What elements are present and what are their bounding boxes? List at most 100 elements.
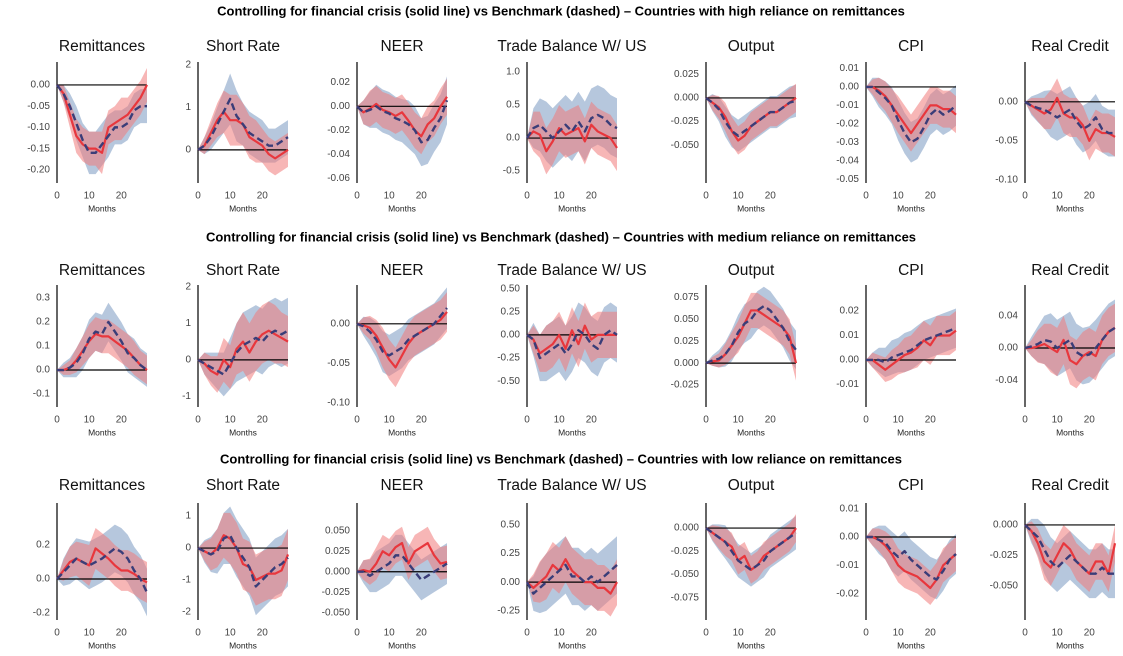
y-tick-label: 0.00 [840, 355, 860, 366]
y-tick-label: -0.01 [836, 560, 859, 571]
y-tick-label: -0.10 [27, 122, 50, 133]
y-tick-label: -0.01 [836, 100, 859, 111]
x-tick-label: 10 [84, 415, 96, 426]
x-axis-label: Months [229, 640, 257, 650]
row-title: Controlling for financial crisis (solid … [217, 3, 905, 18]
panel: Remittances 0.00 -0.05 -0.10 -0.15 -0.20 0 10 20… [27, 38, 148, 213]
y-tick-label: -0.02 [836, 119, 859, 130]
x-tick-label: 0 [195, 191, 201, 202]
panel-title: CPI [898, 477, 924, 494]
x-axis-label: Months [897, 427, 925, 437]
panel-title: Real Credit [1031, 262, 1109, 279]
y-tick-label: -0.025 [671, 380, 700, 391]
x-axis-label: Months [558, 640, 586, 650]
y-tick-label: -0.01 [836, 379, 859, 390]
panel-title: Short Rate [206, 262, 280, 279]
benchmark-line [1024, 326, 1116, 358]
x-tick-label: 10 [893, 415, 905, 426]
y-tick-label: 0 [185, 145, 191, 156]
x-axis-label: Months [558, 427, 586, 437]
panel-title: NEER [380, 262, 423, 279]
x-axis-label: Months [229, 203, 257, 213]
benchmark-line [1024, 100, 1115, 135]
benchmark-line [197, 534, 289, 588]
y-tick-label: 0.025 [674, 336, 699, 347]
x-tick-label: 0 [863, 191, 869, 202]
panel: CPI 0.01 0.00 -0.01 -0.02 -0.03 -0.04 -0.05 0 10 2… [836, 38, 957, 213]
y-tick-label: 1 [185, 318, 191, 329]
confidence-band [357, 78, 447, 155]
y-tick-label: 0.025 [325, 546, 350, 557]
benchmark-line [526, 329, 618, 360]
x-tick-label: 10 [225, 415, 237, 426]
x-tick-label: 0 [195, 415, 201, 426]
x-tick-label: 20 [257, 415, 269, 426]
x-tick-label: 10 [554, 628, 566, 639]
x-tick-label: 20 [257, 191, 269, 202]
x-tick-label: 20 [116, 191, 128, 202]
y-tick-label: -0.20 [27, 164, 50, 175]
y-tick-label: -0.10 [995, 175, 1018, 186]
benchmark-line [866, 85, 957, 144]
x-tick-label: 20 [586, 628, 598, 639]
crisis-line [526, 558, 618, 595]
x-tick-label: 10 [384, 191, 396, 202]
x-axis-label: Months [1056, 427, 1084, 437]
y-tick-label: 1 [185, 511, 191, 522]
x-tick-label: 0 [354, 191, 360, 202]
crisis-line [56, 547, 148, 584]
x-tick-label: 0 [703, 415, 709, 426]
y-tick-label: -0.050 [671, 140, 700, 151]
y-tick-label: -0.02 [327, 125, 350, 136]
x-tick-label: 10 [733, 628, 745, 639]
x-tick-label: 20 [586, 191, 598, 202]
x-tick-label: 20 [416, 628, 428, 639]
confidence-band [198, 301, 288, 393]
crisis-line [1024, 524, 1117, 575]
x-tick-label: 0 [195, 628, 201, 639]
y-tick-label: 2 [185, 281, 191, 292]
x-tick-label: 20 [1084, 191, 1096, 202]
y-tick-label: -0.03 [836, 137, 859, 148]
y-tick-label: 0.00 [501, 577, 521, 588]
confidence-band [57, 317, 147, 385]
confidence-band [866, 77, 956, 152]
panel: Trade Balance W/ US 0.50 0.25 0.00 -0.25 0 10 2… [497, 477, 646, 650]
y-tick-label: -0.1 [33, 389, 51, 400]
x-tick-label: 20 [416, 191, 428, 202]
x-axis-label: Months [558, 203, 586, 213]
confidence-band [198, 90, 288, 176]
x-axis-label: Months [897, 640, 925, 650]
y-tick-label: -0.15 [27, 143, 50, 154]
row-title: Controlling for financial crisis (solid … [220, 451, 902, 466]
x-tick-label: 10 [893, 191, 905, 202]
panel-title: CPI [898, 262, 924, 279]
panel-title: Output [728, 477, 775, 494]
x-tick-label: 20 [1084, 415, 1096, 426]
y-tick-label: 0 [185, 543, 191, 554]
y-tick-label: 0.000 [674, 93, 699, 104]
crisis-line [526, 123, 618, 153]
x-tick-label: 10 [554, 415, 566, 426]
y-tick-label: 0.00 [501, 330, 521, 341]
y-tick-label: -0.05 [995, 135, 1018, 146]
x-tick-label: 20 [116, 415, 128, 426]
y-tick-label: 0.0 [36, 574, 50, 585]
y-tick-label: -0.025 [322, 587, 351, 598]
panel-title: Real Credit [1031, 477, 1109, 494]
y-tick-label: 0.04 [999, 310, 1019, 321]
y-tick-label: 0.01 [840, 330, 860, 341]
x-tick-label: 20 [925, 191, 937, 202]
x-tick-label: 0 [524, 628, 530, 639]
confidence-band [57, 84, 147, 175]
panel-title: CPI [898, 38, 924, 55]
confidence-band [527, 302, 617, 372]
